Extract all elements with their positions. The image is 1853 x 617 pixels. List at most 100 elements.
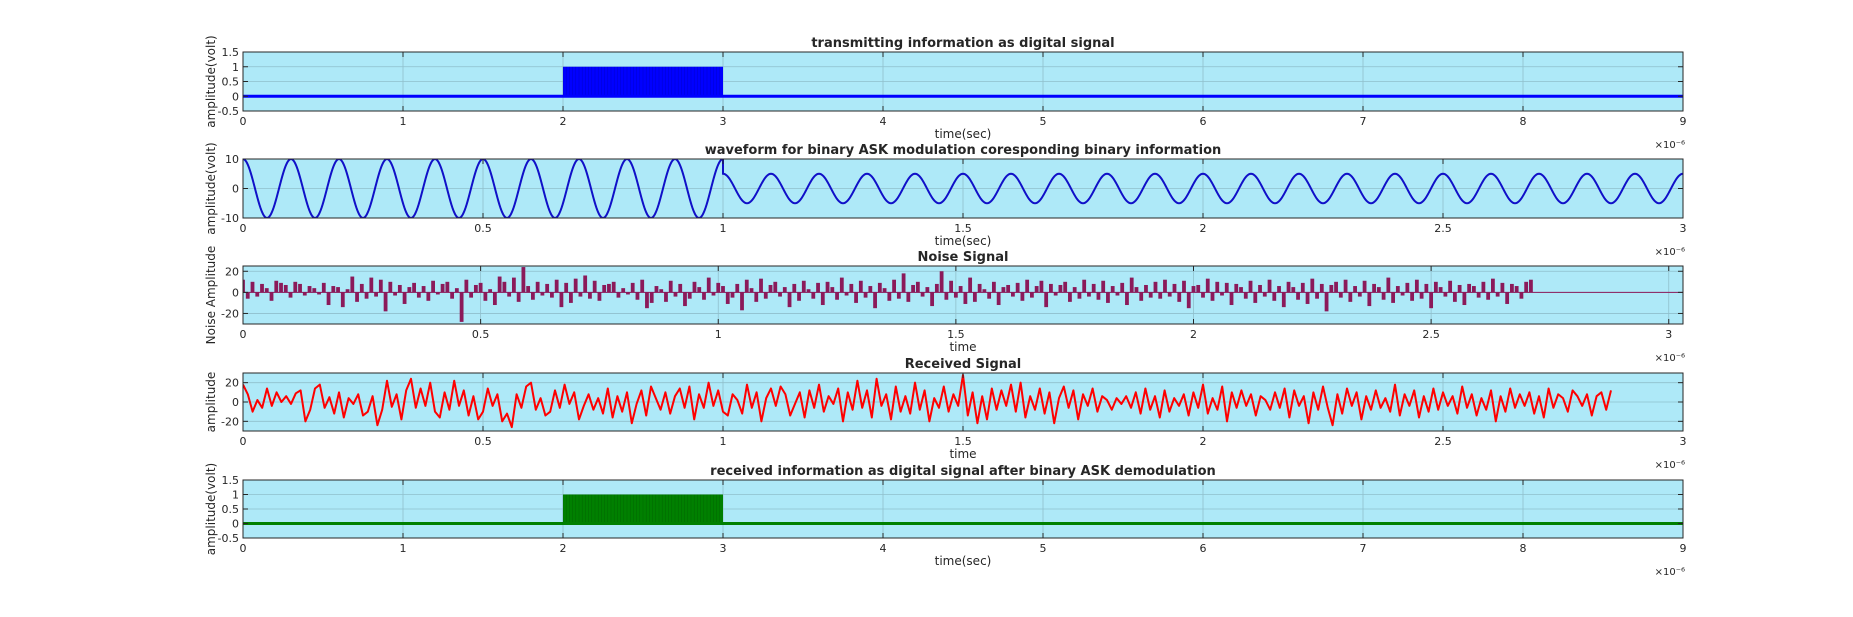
y-tick-label: -0.5	[218, 105, 239, 118]
noise-bar	[1362, 280, 1367, 293]
noise-bar	[336, 287, 340, 293]
noise-bar	[835, 292, 839, 300]
x-tick-label: 5	[1040, 115, 1047, 128]
noise-bar	[1224, 282, 1229, 293]
noise-bar	[1120, 282, 1125, 293]
y-tick-label: 0.5	[222, 503, 240, 516]
noise-bar	[1334, 281, 1338, 293]
noise-bar	[1139, 292, 1144, 301]
noise-bar	[497, 276, 502, 293]
x-tick-label: 4	[880, 115, 887, 128]
plot-area	[243, 66, 1683, 98]
noise-bar	[1281, 292, 1286, 308]
noise-bar	[274, 280, 279, 293]
x-tick-label: 6	[1200, 115, 1207, 128]
y-tick-label: 0	[232, 183, 239, 196]
noise-bar	[260, 283, 264, 293]
noise-bar	[659, 289, 664, 293]
noise-bar	[1101, 280, 1106, 293]
noise-bar	[939, 271, 944, 293]
noise-bar	[1338, 292, 1343, 298]
noise-bar	[1348, 292, 1353, 302]
y-tick-label: 10	[225, 153, 239, 166]
noise-bar	[550, 292, 554, 298]
noise-bar	[302, 292, 307, 296]
high-bit-block	[563, 494, 723, 524]
noise-bar	[312, 288, 317, 293]
noise-bar	[1248, 280, 1253, 293]
noise-bar	[559, 292, 564, 308]
noise-bar	[1310, 278, 1315, 293]
x-exponent-label: ×10⁻⁶	[1655, 247, 1685, 258]
noise-bar	[1467, 283, 1472, 293]
noise-bar	[616, 292, 621, 298]
noise-bar	[1262, 292, 1267, 297]
x-tick-label: 0	[240, 542, 247, 555]
sample-lines	[562, 494, 721, 524]
x-tick-label: 9	[1680, 115, 1687, 128]
noise-bar	[1196, 284, 1201, 293]
noise-bar	[1324, 292, 1329, 312]
noise-bar	[1443, 292, 1448, 297]
noise-bar	[293, 281, 298, 293]
x-tick-label: 3	[720, 115, 727, 128]
noise-bar	[1053, 292, 1058, 296]
noise-bar	[412, 282, 416, 293]
x-tick-label: 1	[720, 435, 727, 448]
noise-bar	[1030, 292, 1034, 298]
y-tick-label: 0.5	[222, 76, 240, 89]
noise-bar	[1315, 292, 1319, 299]
x-tick-label: 4	[880, 542, 887, 555]
noise-bar	[1305, 292, 1310, 304]
noise-bar	[911, 284, 915, 293]
noise-bar	[1529, 279, 1533, 293]
x-exponent-label: ×10⁻⁶	[1655, 460, 1685, 471]
noise-bar	[868, 286, 873, 293]
noise-bar	[925, 287, 930, 293]
noise-bar	[283, 284, 288, 293]
y-tick-label: 1	[232, 489, 239, 502]
noise-bar	[269, 292, 274, 301]
noise-bar	[1129, 277, 1134, 293]
y-tick-label: 0	[232, 396, 239, 409]
x-tick-label: 0	[240, 435, 247, 448]
x-axis-label: time(sec)	[935, 234, 992, 248]
noise-bar	[863, 292, 868, 298]
y-tick-label: -20	[221, 307, 239, 320]
noise-bar	[255, 292, 260, 297]
noise-bar	[963, 292, 968, 304]
noise-bar	[1087, 292, 1091, 297]
noise-bar	[1110, 286, 1115, 293]
noise-bar	[721, 286, 725, 293]
noise-bar	[887, 292, 892, 301]
noise-bar	[564, 282, 569, 293]
noise-bar	[1514, 286, 1519, 293]
x-exponent-label: ×10⁻⁶	[1655, 353, 1685, 364]
noise-bar	[1034, 286, 1039, 293]
axes-background	[243, 266, 1683, 324]
noise-bar	[588, 292, 592, 299]
noise-bar	[1205, 278, 1210, 293]
noise-bar	[345, 289, 350, 293]
noise-bar	[1182, 280, 1186, 293]
noise-bar	[811, 292, 816, 299]
noise-bar	[626, 292, 630, 295]
noise-bar	[516, 292, 521, 302]
noise-bar	[611, 281, 616, 293]
noise-bar	[892, 279, 896, 293]
x-axis-label: time(sec)	[935, 554, 992, 568]
y-axis-label: amplitude	[204, 372, 218, 433]
noise-bar	[321, 282, 326, 293]
x-tick-label: 0	[240, 328, 247, 341]
y-tick-label: 0	[232, 518, 239, 531]
plot-area	[243, 267, 1683, 322]
noise-bar	[740, 292, 744, 311]
x-tick-label: 1.5	[947, 328, 965, 341]
noise-bar	[1115, 292, 1120, 296]
y-tick-label: 20	[225, 265, 239, 278]
noise-bar	[1386, 277, 1391, 293]
noise-bar	[431, 280, 435, 293]
noise-bar	[1491, 278, 1495, 293]
